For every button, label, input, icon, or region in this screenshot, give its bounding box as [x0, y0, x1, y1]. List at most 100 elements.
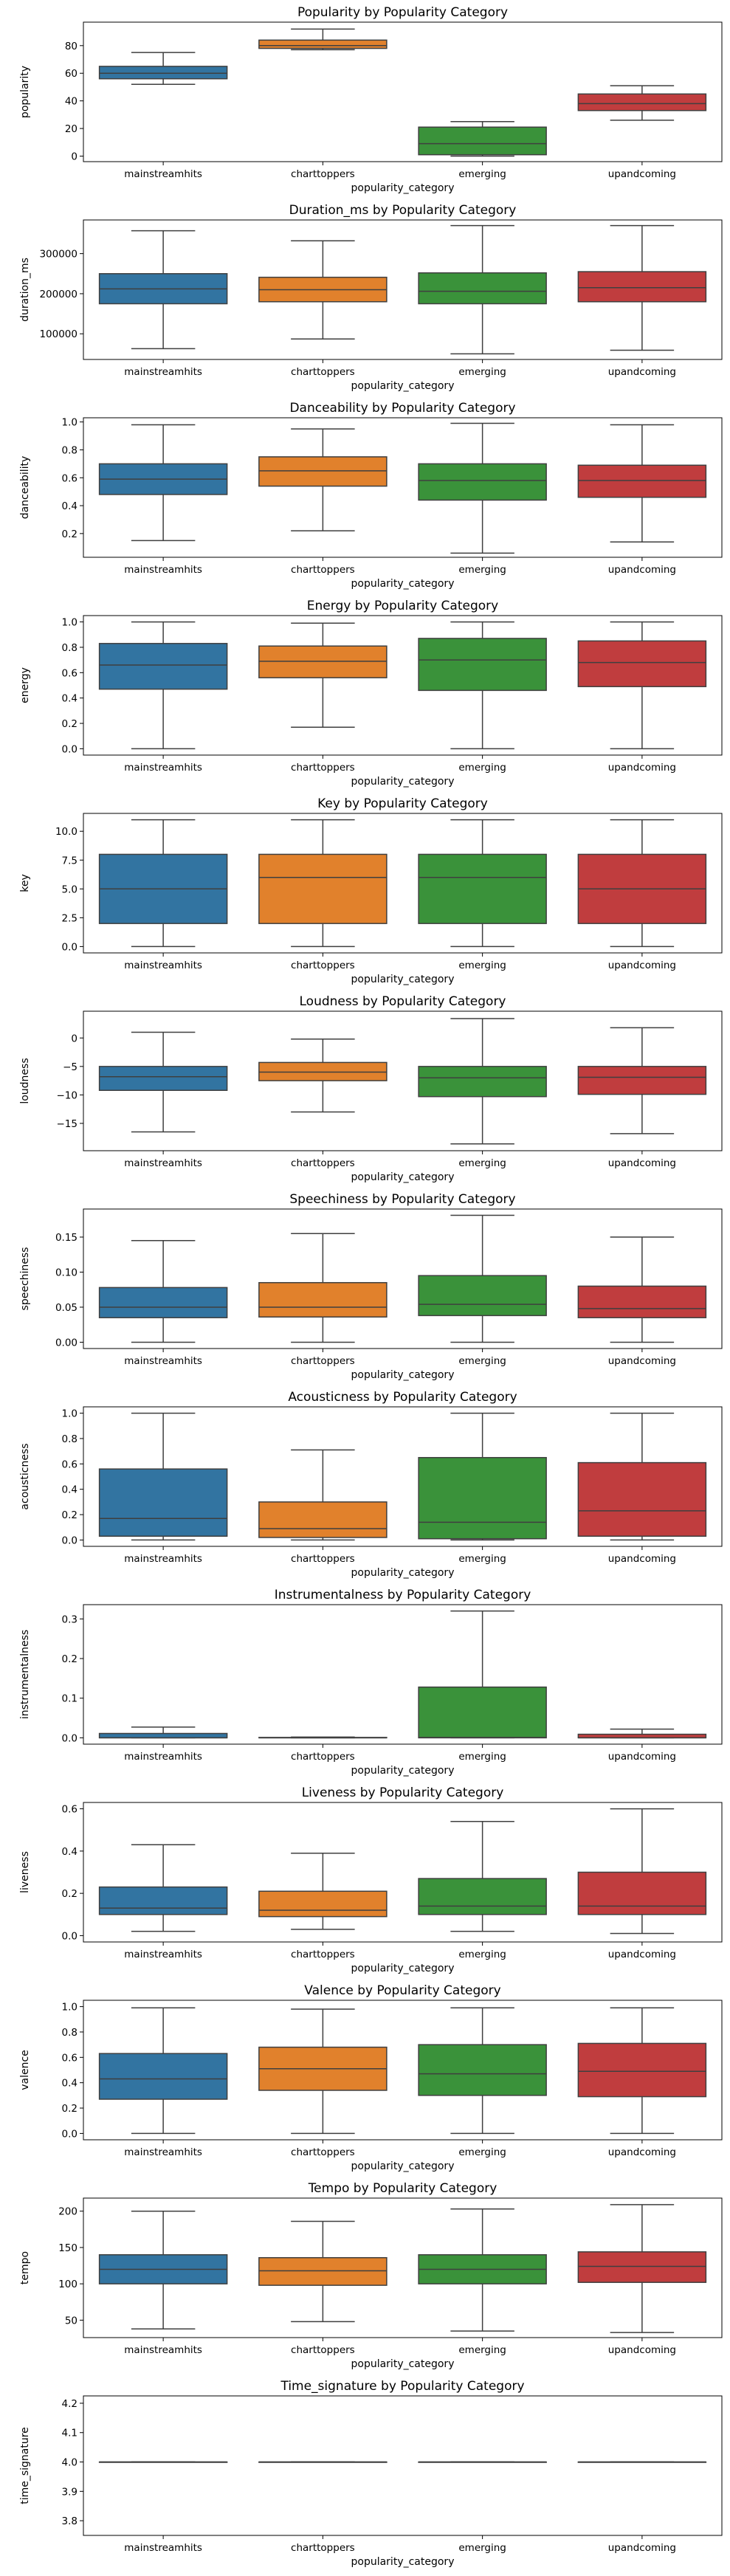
chart-panel-3: Danceability by Popularity Category 0.2 0.… [19, 401, 723, 590]
y-tick-label: 0.2 [62, 718, 78, 730]
iqr-box [98, 66, 228, 80]
x-tick-label: mainstreamhits [124, 1553, 202, 1565]
box-emerging [418, 422, 547, 554]
y-axis-label: tempo [19, 2251, 31, 2284]
y-tick-label: 0.0 [62, 2128, 78, 2140]
x-tick-label: emerging [458, 2146, 506, 2158]
iqr-box [258, 645, 388, 678]
y-tick-label: 300000 [39, 249, 78, 261]
box-upandcoming [577, 424, 707, 543]
chart-title: Time_signature by Popularity Category [280, 2379, 524, 2394]
box-upandcoming [577, 621, 707, 750]
box-mainstreamhits [98, 2210, 228, 2329]
iqr-box [258, 2256, 388, 2286]
x-axis-label: popularity_category [351, 2358, 455, 2370]
y-tick-label: 0.8 [62, 2027, 78, 2039]
box-upandcoming [577, 1412, 707, 1541]
x-tick-label: upandcoming [608, 1355, 676, 1367]
box-upandcoming [577, 1808, 707, 1935]
y-tick-label: 40 [65, 96, 78, 108]
chart-panel-10: Liveness by Popularity Category 0.0 0.2 0.4… [19, 1785, 723, 1974]
chart-panel-9: Instrumentalness by Popularity Category 0… [19, 1588, 723, 1777]
axes-frame [83, 615, 723, 756]
y-tick-label: 50 [65, 2315, 78, 2327]
iqr-box [577, 93, 707, 111]
y-tick-label: 2.5 [62, 912, 78, 924]
chart-panel-13: Time_signature by Popularity Category 3.8… [19, 2379, 723, 2568]
chart-title: Acousticness by Popularity Category [288, 1390, 517, 1405]
iqr-box [418, 1066, 547, 1098]
y-tick-label: 0.4 [62, 1846, 78, 1858]
y-tick-label: 0.8 [62, 642, 78, 654]
box-mainstreamhits [98, 621, 228, 750]
x-tick-label: upandcoming [608, 1553, 676, 1565]
x-tick-label: mainstreamhits [124, 1751, 202, 1763]
box-mainstreamhits [98, 1412, 228, 1541]
y-tick-label: 4.0 [62, 2457, 78, 2469]
axes-frame [83, 1802, 723, 1943]
iqr-box [577, 1066, 707, 1095]
chart-panel-1: Popularity by Popularity Category 0 20 40 60… [19, 5, 723, 194]
x-tick-label: emerging [458, 1751, 506, 1763]
x-axis-label: popularity_category [351, 974, 455, 985]
iqr-box [577, 271, 707, 303]
box-mainstreamhits [98, 1726, 228, 1739]
x-tick-label: charttoppers [291, 960, 355, 971]
x-tick-label: upandcoming [608, 762, 676, 774]
iqr-box [98, 2053, 228, 2100]
y-tick-label: 0.6 [62, 667, 78, 679]
chart-panel-12: Tempo by Popularity Category 50 100 150 200 t… [19, 2181, 723, 2370]
chart-title: Danceability by Popularity Category [289, 401, 515, 416]
iqr-box [418, 1275, 547, 1317]
y-tick-label: 0 [71, 1033, 78, 1044]
iqr-box [98, 1732, 228, 1739]
y-axis-label: acousticness [19, 1443, 31, 1509]
iqr-box [258, 1061, 388, 1081]
x-tick-label: upandcoming [608, 1751, 676, 1763]
x-axis-label: popularity_category [351, 1765, 455, 1777]
axes-frame [83, 21, 723, 162]
y-tick-label: 1.0 [62, 417, 78, 429]
box-charttoppers [258, 428, 388, 531]
y-tick-label: 0.0 [62, 743, 78, 755]
box-charttoppers [258, 819, 388, 948]
x-tick-label: mainstreamhits [124, 2146, 202, 2158]
iqr-box [577, 1871, 707, 1915]
chart-panel-5: Key by Popularity Category 0.0 2.5 5.0 7.5 10… [19, 796, 723, 985]
x-tick-label: emerging [458, 1355, 506, 1367]
x-tick-label: upandcoming [608, 564, 676, 576]
y-tick-label: 0.4 [62, 2078, 78, 2090]
x-tick-label: emerging [458, 2344, 506, 2356]
axes-frame [83, 813, 723, 954]
chart-title: Instrumentalness by Popularity Category [275, 1588, 531, 1602]
x-axis-label: popularity_category [351, 380, 455, 392]
x-tick-label: charttoppers [291, 1553, 355, 1565]
axes-frame [83, 417, 723, 558]
x-tick-label: charttoppers [291, 2344, 355, 2356]
box-charttoppers [258, 2008, 388, 2135]
box-mainstreamhits [98, 52, 228, 85]
x-tick-label: charttoppers [291, 564, 355, 576]
chart-title: Popularity by Popularity Category [297, 5, 508, 20]
x-tick-label: upandcoming [608, 2344, 676, 2356]
box-emerging [418, 1412, 547, 1541]
y-tick-label: −5 [63, 1061, 78, 1073]
box-upandcoming [577, 819, 707, 948]
y-tick-label: 4.2 [62, 2398, 78, 2410]
y-axis-label: key [19, 874, 31, 892]
y-tick-label: 0.0 [62, 1535, 78, 1546]
y-tick-label: 1.0 [62, 1408, 78, 1420]
iqr-box [577, 1285, 707, 1318]
iqr-box [418, 463, 547, 501]
iqr-box [577, 640, 707, 687]
chart-panel-7: Speechiness by Popularity Category 0.00 0.… [19, 1192, 723, 1381]
chart-title: Duration_ms by Popularity Category [289, 203, 517, 218]
x-tick-label: upandcoming [608, 1157, 676, 1169]
box-charttoppers [258, 1233, 388, 1343]
chart-title: Tempo by Popularity Category [308, 2181, 497, 2196]
y-tick-label: 10.0 [55, 826, 78, 838]
y-axis-label: energy [19, 667, 31, 703]
y-axis-label: time_signature [19, 2427, 31, 2504]
y-tick-label: 0.2 [62, 1653, 78, 1665]
x-tick-label: mainstreamhits [124, 2344, 202, 2356]
